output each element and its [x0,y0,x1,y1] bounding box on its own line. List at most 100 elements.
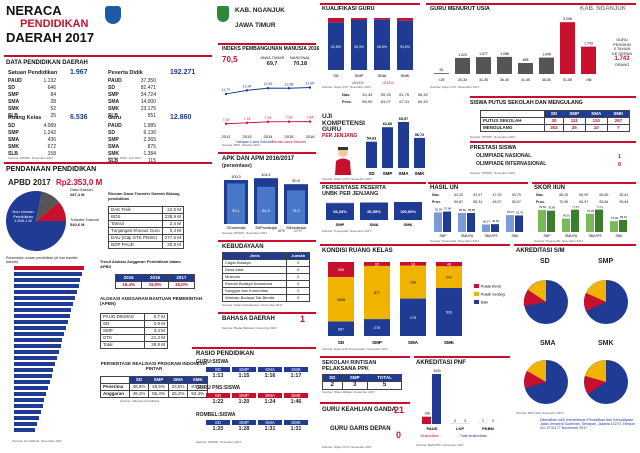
alokasi-cell: 28,8 M [144,341,168,349]
usia-x-tick: 25-30 [458,78,467,82]
hasilun-x-tick: SMP [440,234,447,238]
rasio-bar [192,347,316,349]
apm-bar-label: 92,1 [232,209,239,213]
rasio-val: 1:13 [212,373,224,379]
kebud-jenis: Sanggar dan Komunitas [221,287,288,295]
title-line-2: PENDIDIKAN [20,18,89,30]
kebud-h2: Jumlah [286,252,310,260]
uji-cell: 63,07 [380,99,391,105]
realisasi-col: SD [128,376,150,384]
rasio-col: SMP [232,420,256,426]
kondisi-x-tick: SMK [444,340,455,345]
kelas-row: SMK 672 [8,144,56,151]
ipm-bar [218,43,316,45]
hasilun-x-tick: SMA IPA [461,234,474,238]
alokasi-table: PAUD-DIKMAS 0,7 M SD 2,9 M SMP 3,4 M GTK 21,2 M… [100,313,168,349]
kualif-bar-lt [328,18,344,23]
kebud-row: Warisan Budaya Tak Benda 0 [221,294,310,302]
kondisi-segment [364,262,390,266]
guru-row: SLB 115 [108,158,156,165]
guru-row: SMP 2.365 [108,137,156,144]
rasio-val: 1:31 [264,426,276,432]
satuan-total: 1.967 [70,69,88,76]
dpd-title: DATA PENDIDIKAN DAERAH [6,60,88,66]
kondisi-seg-label: 877 [374,291,380,295]
pnf-bar-label: 0 [492,419,494,423]
persentase-hbar [14,314,70,318]
iiun-bar [619,219,627,232]
guru-row-value: 115 [148,158,156,164]
header: NERACA PENDIDIKAN DAERAH 2017 [0,0,215,55]
persentase-hbar [14,278,81,282]
iiun-chart: 79,56 78,69 SMP 69,91 79,83 SMA IPA 75,2579,91… [538,206,627,238]
pie-dana-label: Data Daerah 287,4 M [70,187,93,197]
satuan-row-value: 646 [47,85,56,91]
guru-row: PAUD 1.985 [108,123,156,130]
ipm-x-tick: 2016 [306,134,316,139]
iiun-bar-label: 69,91 [563,214,570,218]
persentase-hbar [14,272,83,276]
realisasi-cell: 26,2% [167,390,189,398]
unbk-value: 96,55% [367,209,381,214]
rasio-col: SMP [232,393,256,399]
apk-chart: 100,0 92,1 SD/sederajat 104,1 84,5 SMP/sedera… [224,173,308,232]
akred-pie-smk [584,360,628,404]
guru-row-key: SMA [108,144,120,150]
kondisi-seg-label: 278 [374,326,380,330]
hasilun-bar [467,212,475,232]
persentase-hbar [14,380,50,384]
ipm-point [287,120,291,123]
usia-bar [497,56,512,74]
satuan-row-key: PAUD [8,78,22,84]
unbk-value: 93,33% [333,209,347,214]
kualif-x-tick: SMA [378,73,387,78]
ppk-title: SEKOLAH RINTISAN PELAKSANA PPK [322,360,376,373]
uji-score-table: Nas. 54,33 59,25 61,76 56,30 Prov. 58,90 63,07 6… [340,92,432,106]
pie-transfer-val: 540,6 M [70,221,85,227]
realisasi-col: SMA [167,376,189,384]
hasilun-cell: 59,87 [454,200,463,205]
putus-col: SMK [606,110,631,118]
pendanaan-title: PENDANAAN PENDIDIKAN [6,166,97,173]
putus-cell: PUTUS SEKOLAH [479,117,546,125]
ipm-point-label: 7,15 [244,117,251,121]
putus-cell: 10 [584,124,608,132]
ipm-point-label: 7,00 [223,118,230,122]
peserta-row: SMP 34.724 [108,92,156,99]
rasio-val: 1:20 [238,399,250,405]
kebud-h1: Jenis [221,252,288,260]
guru-row: SMA 875 [108,144,156,151]
persentase-hbar [14,332,65,336]
rincian-cell: 277,6 M [161,234,185,242]
apk-x-tick: SM/sederajat [286,226,306,230]
trend-row: 16,4% 19,0% 16,0% [114,281,196,289]
realisasi-title: PERSENTASE REALISASI PROGRAM INDONESIA P… [100,361,208,372]
ppk-bar [320,356,410,358]
guru-row-key: SD [108,130,115,136]
alokasi-row: PAUD-DIKMAS 0,7 M [100,313,168,321]
pie-slice-transfer [36,202,66,221]
realisasi-cell: 49,1% [128,390,150,398]
bahasa-title: BAHASA DAERAH [222,316,275,322]
akred-sma-label: SMA [540,340,556,347]
ipm-point-label: 7,31 [265,116,272,120]
ipm-source: Sumber: BPS, Oktober 2017 [222,143,261,147]
uji-x-tick: SD [368,171,375,176]
satuan-row: SMK 52 [8,106,56,113]
apm-bar-label: 84,5 [262,209,269,213]
persentase-hbar [14,410,41,414]
kondisi-legend-swatch [474,300,479,304]
apk-bar-label: 104,1 [261,173,271,177]
iiun-source: Sumber: Puspendik, November 2017 [534,239,584,243]
dpd-bar [4,55,212,57]
rincian-cell: 2,4 M [161,220,185,228]
bahasa-source: Sumber: Badan Bahasa, November 2017 [222,326,277,330]
trend-head: 2016 2016 2017 [114,274,196,282]
prestasi-source: Sumber: PDSPK, November 2017 [470,171,516,175]
kebud-jumlah: 0 [286,266,310,274]
guru-label: Guru [108,115,122,121]
usia-bar-label: 1.045 [542,53,551,57]
kondisi-source: Sumber: Dapo GTK Kesesuaian, November 20… [322,347,388,351]
pnf-title: AKREDITASI PNF [416,360,466,366]
